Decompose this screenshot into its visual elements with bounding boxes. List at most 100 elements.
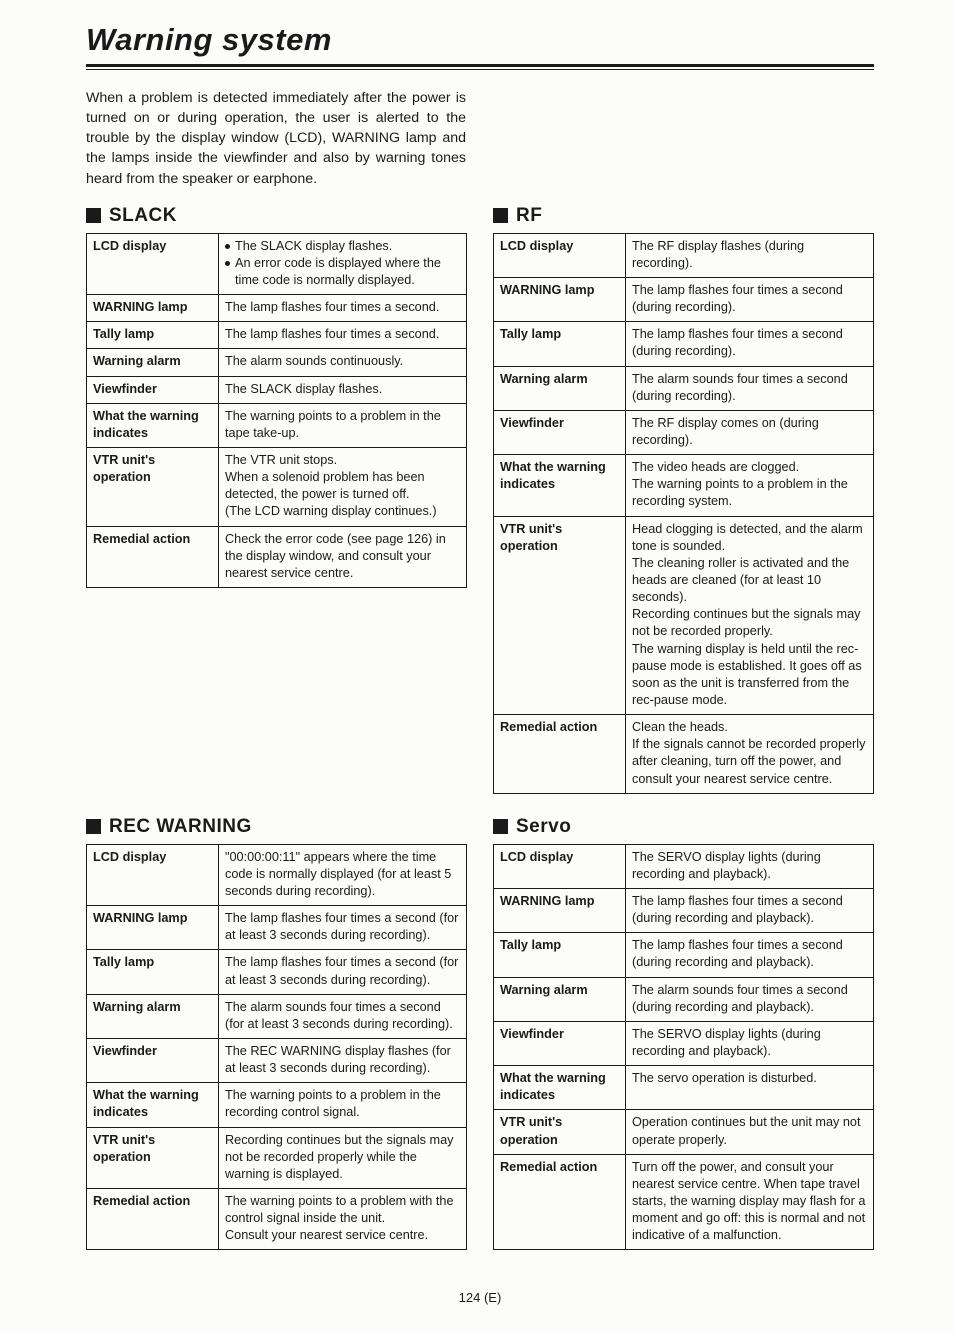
row-1: SLACK LCD display The SLACK display flas… bbox=[86, 205, 874, 816]
table-row: WARNING lamp The lamp flashes four times… bbox=[87, 295, 467, 322]
table-row: Remedial action Clean the heads.If the s… bbox=[494, 715, 874, 794]
table-row: Tally lamp The lamp flashes four times a… bbox=[87, 322, 467, 349]
row-value: Head clogging is detected, and the alarm… bbox=[626, 516, 874, 715]
row-label: Viewfinder bbox=[494, 1021, 626, 1065]
row-label: WARNING lamp bbox=[494, 889, 626, 933]
table-row: Viewfinder The SLACK display flashes. bbox=[87, 376, 467, 403]
row-label: What the warning indicates bbox=[87, 1083, 219, 1127]
manual-page: Warning system When a problem is detecte… bbox=[0, 0, 954, 1333]
row-label: What the warning indicates bbox=[494, 1066, 626, 1110]
section-head-rf: RF bbox=[493, 205, 874, 227]
section-title-rec: REC WARNING bbox=[109, 816, 252, 838]
table-row: VTR unit's operation The VTR unit stops.… bbox=[87, 448, 467, 527]
row-value: Recording continues but the signals may … bbox=[219, 1127, 467, 1188]
table-row: Tally lamp The lamp flashes four times a… bbox=[494, 933, 874, 977]
table-row: VTR unit's operation Operation continues… bbox=[494, 1110, 874, 1154]
row-value: The lamp flashes four times a second. bbox=[219, 295, 467, 322]
row-label: VTR unit's operation bbox=[87, 1127, 219, 1188]
table-row: Warning alarm The alarm sounds four time… bbox=[87, 994, 467, 1038]
row-value: The RF display flashes (during recording… bbox=[626, 233, 874, 277]
table-row: What the warning indicates The video hea… bbox=[494, 455, 874, 516]
row-label: LCD display bbox=[87, 233, 219, 294]
table-row: Tally lamp The lamp flashes four times a… bbox=[494, 322, 874, 366]
section-title-servo: Servo bbox=[516, 816, 571, 838]
row-value: The servo operation is disturbed. bbox=[626, 1066, 874, 1110]
table-rf: LCD display The RF display flashes (duri… bbox=[493, 233, 874, 794]
bullet-item: The SLACK display flashes. bbox=[225, 238, 460, 255]
row-label: VTR unit's operation bbox=[494, 516, 626, 715]
row-value: The lamp flashes four times a second. bbox=[219, 322, 467, 349]
table-row: Warning alarm The alarm sounds four time… bbox=[494, 366, 874, 410]
row-value: The warning points to a problem in the t… bbox=[219, 403, 467, 447]
row-label: Warning alarm bbox=[494, 366, 626, 410]
row-label: LCD display bbox=[494, 233, 626, 277]
table-row: WARNING lamp The lamp flashes four times… bbox=[494, 278, 874, 322]
table-row: LCD display The SERVO display lights (du… bbox=[494, 844, 874, 888]
table-row: Remedial action Turn off the power, and … bbox=[494, 1154, 874, 1250]
row-label: What the warning indicates bbox=[87, 403, 219, 447]
row-value: Operation continues but the unit may not… bbox=[626, 1110, 874, 1154]
table-row: LCD display The SLACK display flashes. A… bbox=[87, 233, 467, 294]
section-rec-warning: REC WARNING LCD display "00:00:00:11" ap… bbox=[86, 816, 467, 1251]
row-label: Tally lamp bbox=[87, 322, 219, 349]
row-value: The VTR unit stops.When a solenoid probl… bbox=[219, 448, 467, 527]
row-value: The lamp flashes four times a second (du… bbox=[626, 278, 874, 322]
row-value: The RF display comes on (during recordin… bbox=[626, 410, 874, 454]
table-row: Viewfinder The RF display comes on (duri… bbox=[494, 410, 874, 454]
row-label: Remedial action bbox=[494, 1154, 626, 1250]
section-head-servo: Servo bbox=[493, 816, 874, 838]
bullet-list: The SLACK display flashes. An error code… bbox=[225, 238, 460, 289]
row-label: VTR unit's operation bbox=[87, 448, 219, 527]
row-value: The lamp flashes four times a second (du… bbox=[626, 322, 874, 366]
table-row: Remedial action Check the error code (se… bbox=[87, 526, 467, 587]
col-left-2: REC WARNING LCD display "00:00:00:11" ap… bbox=[86, 816, 467, 1273]
row-label: LCD display bbox=[87, 844, 219, 905]
row-label: Remedial action bbox=[87, 1188, 219, 1249]
row-label: Remedial action bbox=[87, 526, 219, 587]
row-value: The warning points to a problem with the… bbox=[219, 1188, 467, 1249]
row-label: What the warning indicates bbox=[494, 455, 626, 516]
table-row: LCD display "00:00:00:11" appears where … bbox=[87, 844, 467, 905]
section-title-rf: RF bbox=[516, 205, 542, 227]
row-value: The SLACK display flashes. bbox=[219, 376, 467, 403]
table-row: Viewfinder The SERVO display lights (dur… bbox=[494, 1021, 874, 1065]
row-value: The lamp flashes four times a second (fo… bbox=[219, 906, 467, 950]
row-label: Warning alarm bbox=[494, 977, 626, 1021]
row-label: Viewfinder bbox=[87, 376, 219, 403]
section-head-slack: SLACK bbox=[86, 205, 467, 227]
table-row: Warning alarm The alarm sounds four time… bbox=[494, 977, 874, 1021]
row-label: WARNING lamp bbox=[87, 295, 219, 322]
row-value: The SERVO display lights (during recordi… bbox=[626, 1021, 874, 1065]
row-label: VTR unit's operation bbox=[494, 1110, 626, 1154]
page-title: Warning system bbox=[86, 22, 874, 58]
row-label: Viewfinder bbox=[87, 1038, 219, 1082]
square-icon bbox=[493, 819, 508, 834]
table-servo: LCD display The SERVO display lights (du… bbox=[493, 844, 874, 1251]
table-row: Warning alarm The alarm sounds continuou… bbox=[87, 349, 467, 376]
square-icon bbox=[86, 819, 101, 834]
intro-paragraph: When a problem is detected immediately a… bbox=[86, 88, 466, 189]
bullet-item: An error code is displayed where the tim… bbox=[225, 255, 460, 289]
table-row: Remedial action The warning points to a … bbox=[87, 1188, 467, 1249]
row-label: Tally lamp bbox=[494, 322, 626, 366]
section-title-slack: SLACK bbox=[109, 205, 177, 227]
row-value: The alarm sounds four times a second (du… bbox=[626, 366, 874, 410]
title-rule-thick bbox=[86, 64, 874, 67]
row-value: The video heads are clogged.The warning … bbox=[626, 455, 874, 516]
row-value: Check the error code (see page 126) in t… bbox=[219, 526, 467, 587]
col-right-1: RF LCD display The RF display flashes (d… bbox=[493, 205, 874, 816]
row-label: Remedial action bbox=[494, 715, 626, 794]
row-label: Warning alarm bbox=[87, 994, 219, 1038]
row-value: The SERVO display lights (during recordi… bbox=[626, 844, 874, 888]
row-label: Warning alarm bbox=[87, 349, 219, 376]
table-row: VTR unit's operation Head clogging is de… bbox=[494, 516, 874, 715]
col-left-1: SLACK LCD display The SLACK display flas… bbox=[86, 205, 467, 816]
square-icon bbox=[493, 208, 508, 223]
section-slack: SLACK LCD display The SLACK display flas… bbox=[86, 205, 467, 588]
table-row: Viewfinder The REC WARNING display flash… bbox=[87, 1038, 467, 1082]
row-value: The lamp flashes four times a second (du… bbox=[626, 889, 874, 933]
page-number: 124 (E) bbox=[86, 1290, 874, 1305]
row-value: Clean the heads.If the signals cannot be… bbox=[626, 715, 874, 794]
row-label: WARNING lamp bbox=[87, 906, 219, 950]
section-head-rec: REC WARNING bbox=[86, 816, 467, 838]
